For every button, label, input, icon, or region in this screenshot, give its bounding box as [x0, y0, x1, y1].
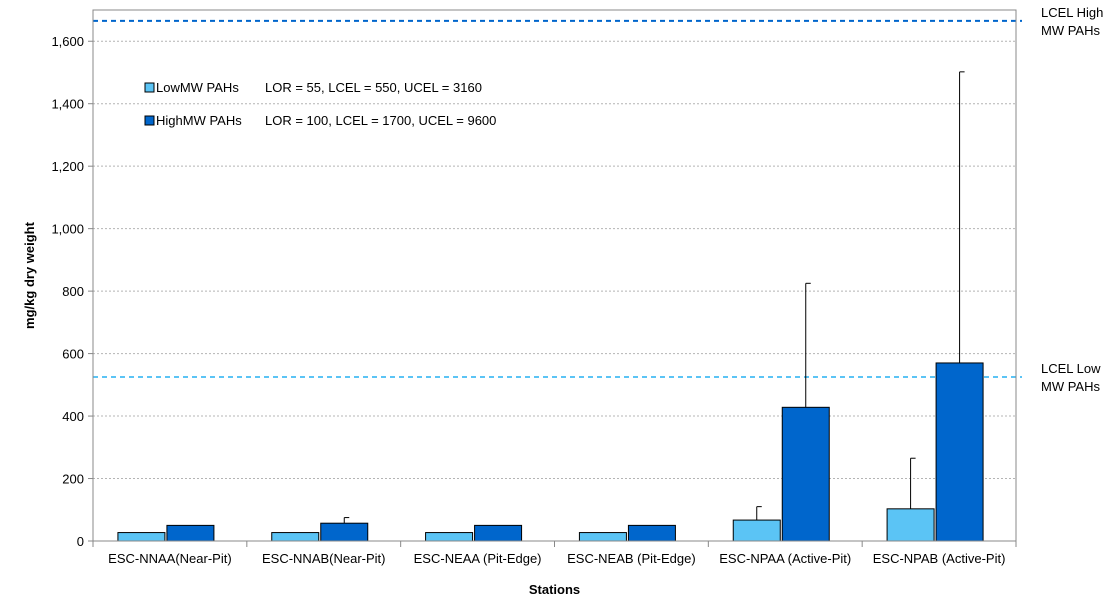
bar [271, 532, 320, 542]
x-tick-label: ESC-NEAA (Pit-Edge) [414, 551, 542, 566]
legend-label: HighMW PAHs [156, 113, 242, 128]
error-bars [343, 71, 965, 524]
legend-note: LOR = 100, LCEL = 1700, UCEL = 9600 [265, 113, 496, 128]
x-tick-label: ESC-NNAB(Near-Pit) [262, 551, 386, 566]
legend-label: LowMW PAHs [156, 80, 239, 95]
y-tick-label: 1,600 [51, 34, 84, 49]
x-tick-label: ESC-NEAB (Pit-Edge) [567, 551, 696, 566]
reference-line-label: MW PAHs [1041, 23, 1100, 38]
y-axis-ticks: 0 200 400 600 800 1,000 1,200 1,400 1,600 [51, 34, 93, 549]
bars [117, 362, 984, 542]
bar [166, 524, 215, 542]
bar [474, 524, 523, 542]
y-tick-label: 0 [77, 534, 84, 549]
y-tick-label: 1,200 [51, 159, 84, 174]
bar [578, 532, 627, 542]
reference-line-label: LCEL Low [1041, 361, 1101, 376]
bar [732, 519, 781, 542]
x-axis-ticks: ESC-NNAA(Near-Pit) ESC-NNAB(Near-Pit) ESC-… [92, 541, 1017, 566]
legend: LowMW PAHs LOR = 55, LCEL = 550, UCEL = 3… [144, 80, 496, 128]
legend-swatch [144, 115, 155, 126]
x-tick-label: ESC-NPAA (Active-Pit) [719, 551, 851, 566]
reference-lines [93, 19, 1022, 379]
x-tick-label: ESC-NPAB (Active-Pit) [873, 551, 1006, 566]
y-tick-label: 1,000 [51, 222, 84, 237]
x-axis-title: Stations [529, 582, 580, 597]
y-tick-label: 800 [62, 284, 84, 299]
bar [886, 508, 935, 542]
bar [627, 524, 676, 542]
gridlines [93, 40, 1016, 480]
y-tick-label: 400 [62, 409, 84, 424]
bar [320, 522, 369, 542]
x-tick-label: ESC-NNAA(Near-Pit) [108, 551, 232, 566]
reference-line-labels: LCEL High MW PAHs LCEL Low MW PAHs [1041, 5, 1103, 394]
reference-line-label: MW PAHs [1041, 379, 1100, 394]
bar [117, 532, 166, 542]
legend-note: LOR = 55, LCEL = 550, UCEL = 3160 [265, 80, 482, 95]
bar [781, 406, 830, 542]
y-axis-title: mg/kg dry weight [22, 221, 37, 329]
y-tick-label: 1,400 [51, 97, 84, 112]
bar [935, 362, 984, 542]
legend-swatch [144, 82, 155, 93]
bar [425, 532, 474, 542]
y-tick-label: 600 [62, 347, 84, 362]
reference-line-label: LCEL High [1041, 5, 1103, 20]
y-tick-label: 200 [62, 472, 84, 487]
